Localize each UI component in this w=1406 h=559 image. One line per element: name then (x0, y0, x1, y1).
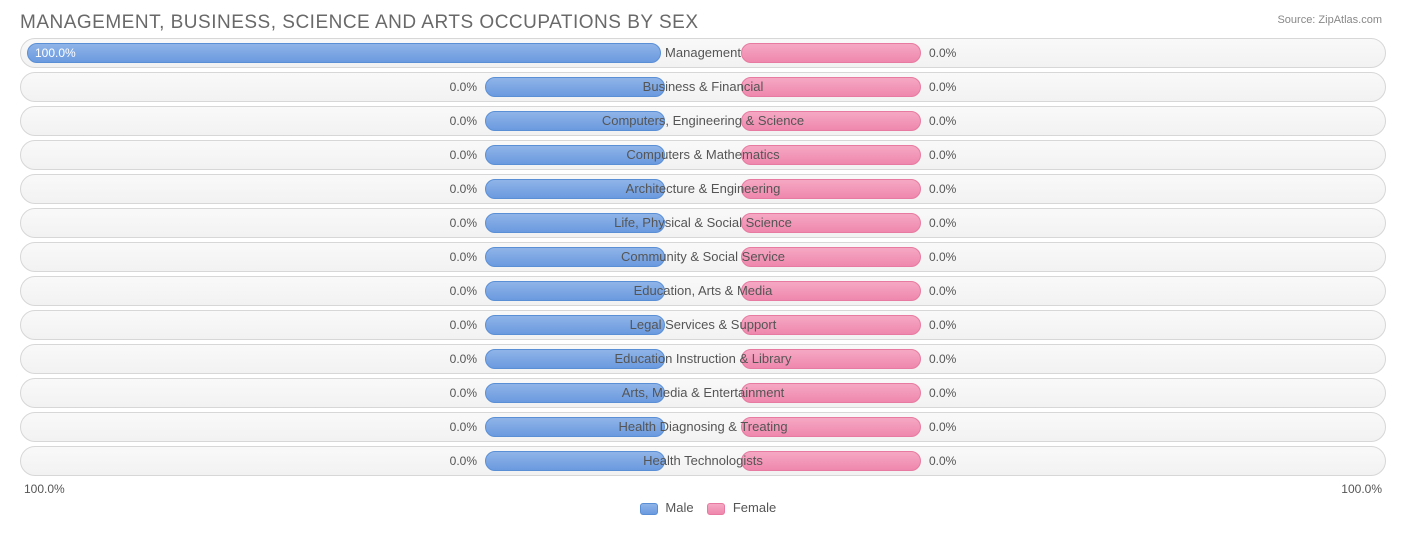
category-label: Business & Financial (639, 79, 768, 94)
female-pct-label: 0.0% (929, 386, 956, 400)
category-label: Management (661, 45, 745, 60)
female-pct-label: 0.0% (929, 284, 956, 298)
category-label: Legal Services & Support (626, 317, 781, 332)
chart-row: 0.0% 0.0% Health Diagnosing & Treating (20, 412, 1386, 442)
chart-title: MANAGEMENT, BUSINESS, SCIENCE AND ARTS O… (20, 12, 1386, 34)
category-label: Life, Physical & Social Science (610, 215, 796, 230)
male-pct-label: 0.0% (450, 454, 477, 468)
chart-container: MANAGEMENT, BUSINESS, SCIENCE AND ARTS O… (0, 0, 1406, 559)
male-pct-label: 0.0% (450, 148, 477, 162)
male-pct-label: 0.0% (450, 250, 477, 264)
chart-row: 0.0% 0.0% Computers, Engineering & Science (20, 106, 1386, 136)
male-pct-label: 0.0% (450, 182, 477, 196)
male-pct-label: 0.0% (450, 352, 477, 366)
female-pct-label: 0.0% (929, 352, 956, 366)
female-pct-label: 0.0% (929, 250, 956, 264)
category-label: Education Instruction & Library (610, 351, 795, 366)
female-bar (741, 451, 921, 471)
male-pct-label: 0.0% (450, 284, 477, 298)
chart-row: 0.0% 0.0% Education, Arts & Media (20, 276, 1386, 306)
male-bar (27, 43, 661, 63)
axis-right-label: 100.0% (1341, 482, 1382, 496)
category-label: Health Technologists (639, 453, 767, 468)
category-label: Education, Arts & Media (630, 283, 777, 298)
male-bar (485, 451, 665, 471)
male-pct-label: 100.0% (35, 46, 76, 60)
chart-row: 0.0% 0.0% Computers & Mathematics (20, 140, 1386, 170)
female-pct-label: 0.0% (929, 182, 956, 196)
category-label: Arts, Media & Entertainment (618, 385, 789, 400)
category-label: Computers, Engineering & Science (598, 113, 808, 128)
chart-row: 0.0% 0.0% Arts, Media & Entertainment (20, 378, 1386, 408)
chart-row: 0.0% 0.0% Architecture & Engineering (20, 174, 1386, 204)
female-pct-label: 0.0% (929, 114, 956, 128)
female-pct-label: 0.0% (929, 454, 956, 468)
chart-row: 0.0% 0.0% Life, Physical & Social Science (20, 208, 1386, 238)
source-attribution: Source: ZipAtlas.com (1277, 14, 1382, 26)
male-pct-label: 0.0% (450, 420, 477, 434)
chart-row: 0.0% 0.0% Business & Financial (20, 72, 1386, 102)
female-pct-label: 0.0% (929, 80, 956, 94)
chart-row: 100.0% 0.0% Management (20, 38, 1386, 68)
chart-rows: 100.0% 0.0% Management 0.0% 0.0% Business & F… (20, 38, 1386, 476)
category-label: Computers & Mathematics (622, 147, 783, 162)
male-pct-label: 0.0% (450, 114, 477, 128)
legend-label-male: Male (665, 500, 693, 515)
female-pct-label: 0.0% (929, 46, 956, 60)
male-pct-label: 0.0% (450, 386, 477, 400)
chart-row: 0.0% 0.0% Health Technologists (20, 446, 1386, 476)
female-pct-label: 0.0% (929, 420, 956, 434)
legend-swatch-male (640, 503, 658, 515)
category-label: Architecture & Engineering (622, 181, 785, 196)
male-pct-label: 0.0% (450, 216, 477, 230)
legend-label-female: Female (733, 500, 776, 515)
female-pct-label: 0.0% (929, 216, 956, 230)
legend-swatch-female (707, 503, 725, 515)
chart-row: 0.0% 0.0% Community & Social Service (20, 242, 1386, 272)
male-pct-label: 0.0% (450, 80, 477, 94)
axis-row: 100.0% 100.0% (20, 482, 1386, 496)
female-bar (741, 77, 921, 97)
category-label: Health Diagnosing & Treating (614, 419, 791, 434)
category-label: Community & Social Service (617, 249, 789, 264)
male-pct-label: 0.0% (450, 318, 477, 332)
female-pct-label: 0.0% (929, 318, 956, 332)
female-pct-label: 0.0% (929, 148, 956, 162)
chart-row: 0.0% 0.0% Legal Services & Support (20, 310, 1386, 340)
chart-row: 0.0% 0.0% Education Instruction & Library (20, 344, 1386, 374)
female-bar (741, 43, 921, 63)
axis-left-label: 100.0% (24, 482, 65, 496)
legend: Male Female (20, 500, 1386, 515)
